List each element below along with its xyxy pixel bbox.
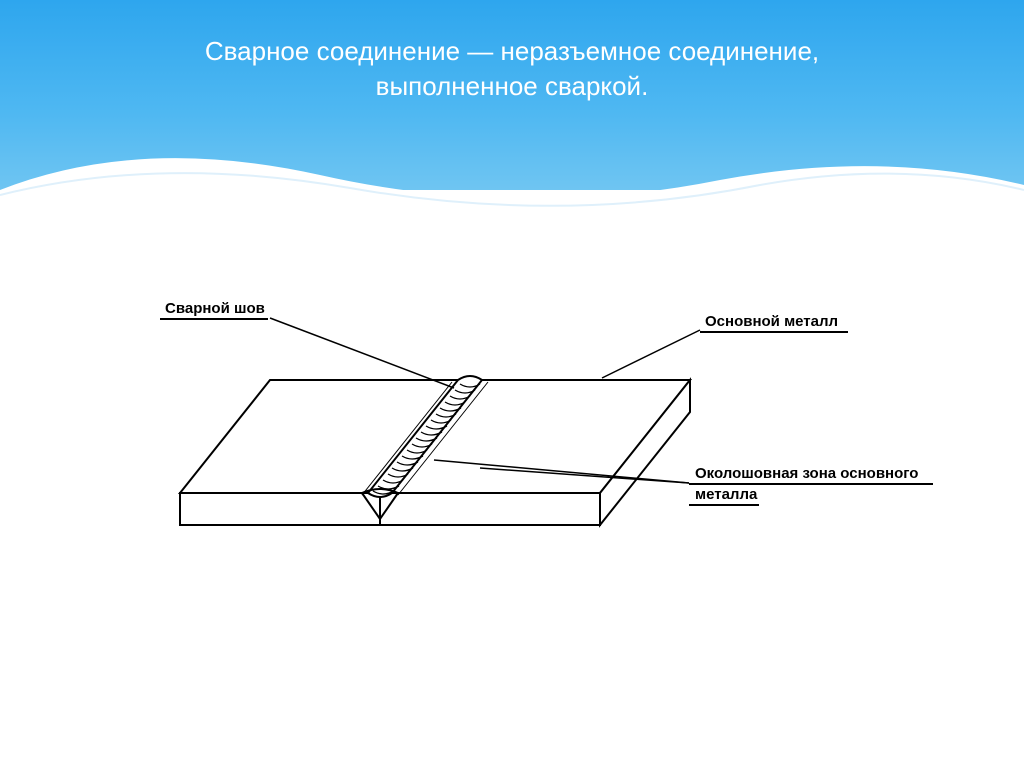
leader-base-metal [602, 330, 700, 378]
label-base-metal: Основной металл [705, 313, 838, 330]
underline-haz-2 [689, 504, 759, 506]
title-line2: выполненное сваркой. [376, 71, 649, 101]
slide-title: Сварное соединение — неразъемное соедине… [0, 34, 1024, 104]
underline-weld-seam [160, 318, 268, 320]
underline-base-metal [700, 331, 848, 333]
leader-weld-seam [270, 318, 454, 388]
label-weld-seam: Сварной шов [165, 300, 265, 317]
title-line1: Сварное соединение — неразъемное соедине… [205, 36, 819, 66]
wave-decoration [0, 150, 1024, 270]
label-haz-line2: металла [695, 486, 757, 503]
underline-haz-1 [689, 483, 933, 485]
slide: Сварное соединение — неразъемное соедине… [0, 0, 1024, 767]
label-haz-line1: Околошовная зона основного [695, 465, 918, 482]
